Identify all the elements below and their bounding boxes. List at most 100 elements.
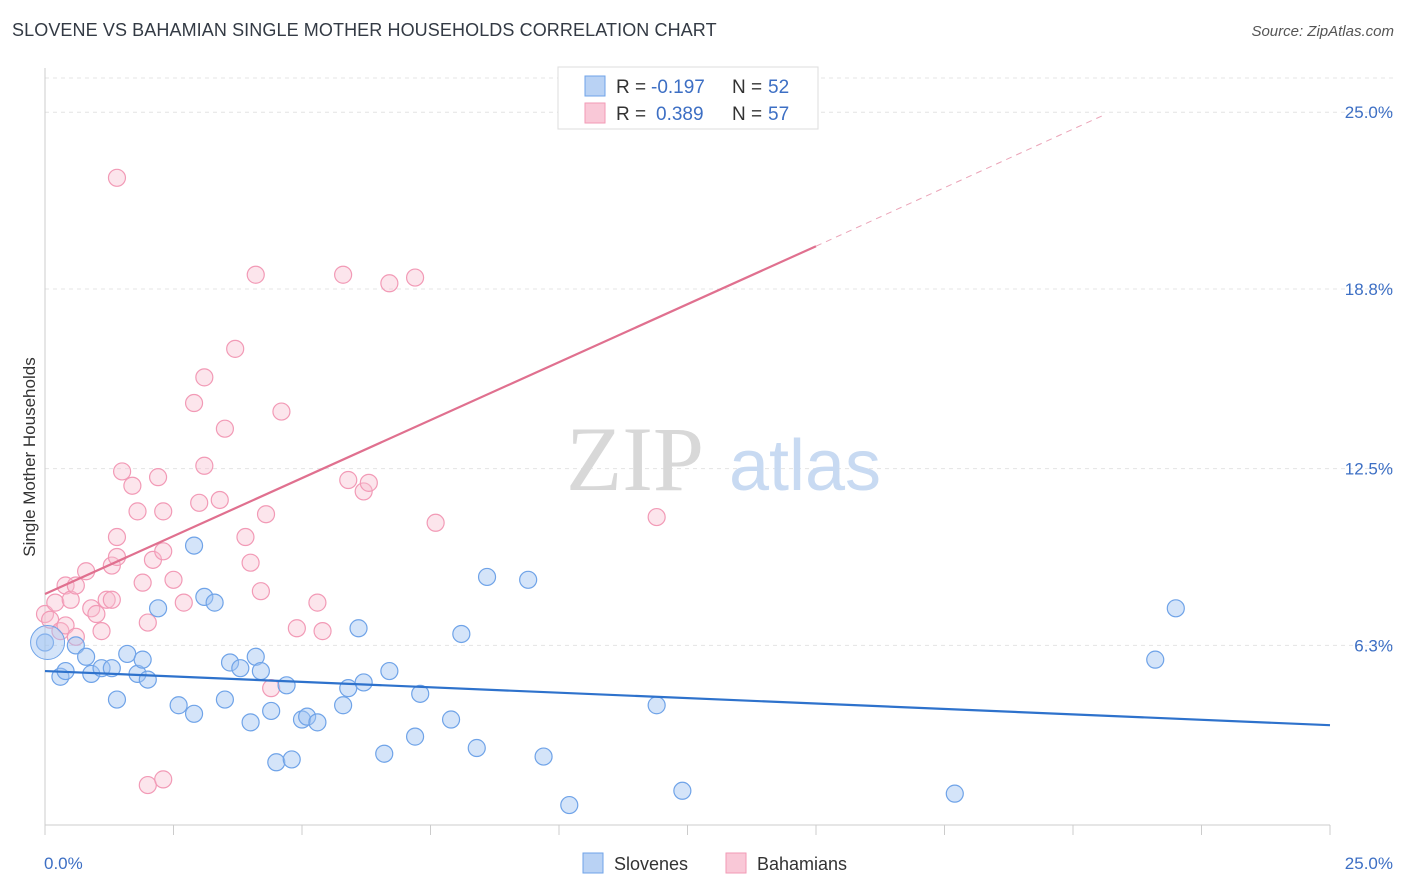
bottom-legend: Slovenes Bahamians (582, 852, 847, 874)
slovenes-point (77, 647, 96, 666)
bahamians-point (313, 622, 332, 641)
bahamians-point (359, 473, 378, 492)
bahamians-point (215, 419, 234, 438)
legend-swatch-bahamians (584, 102, 606, 124)
legend-n-value-1: 52 (768, 77, 789, 98)
bahamians-point (287, 619, 306, 638)
y-tick-label: 25.0% (1345, 103, 1393, 122)
slovenes-point (169, 696, 188, 715)
bahamians-point (405, 268, 425, 287)
legend-r-value-1: -0.197 (651, 77, 705, 98)
slovenes-points (30, 536, 1185, 815)
bahamians-point (35, 604, 55, 624)
bahamians-point (195, 368, 214, 387)
watermark: ZIP atlas (566, 408, 881, 510)
tick-labels: 6.3% 12.5% 18.8% 25.0% 0.0% 25.0% (44, 103, 1393, 873)
bahamians-point (154, 502, 173, 521)
y-tick-label: 18.8% (1345, 280, 1393, 299)
bahamians-point (190, 493, 209, 512)
slovenes-point (251, 661, 270, 681)
bahamians-point (262, 679, 281, 698)
slovenes-point (262, 701, 281, 721)
slovenes-point (534, 747, 553, 766)
y-axis-title: Single Mother Households (20, 357, 39, 556)
bahamians-point (272, 402, 291, 421)
trend-lines (44, 114, 1331, 727)
bahamians-point (133, 573, 152, 592)
bottom-legend-bahamians: Bahamians (757, 854, 847, 874)
bahamians-point (92, 622, 111, 641)
legend-box: R = -0.197 N = 52 R = 0.389 N = 57 (557, 66, 819, 130)
bahamians-points (35, 168, 666, 795)
slovenes-point (66, 636, 85, 655)
bahamians-point (154, 542, 173, 561)
slovenes-point (1146, 650, 1165, 669)
bahamians-point (380, 274, 399, 293)
slovenes-point (184, 536, 204, 555)
bahamians-point (56, 616, 75, 635)
slovenes-point (477, 567, 497, 587)
x-tick-label-min: 0.0% (44, 854, 83, 873)
bahamians-point (236, 527, 255, 547)
slovenes-point (354, 673, 373, 692)
y-tick-label: 12.5% (1345, 460, 1393, 479)
bahamians-point (184, 393, 204, 413)
bahamians-point (138, 775, 157, 795)
legend-n-label-1: N = (732, 77, 762, 98)
bottom-legend-swatch-slovenes (582, 852, 604, 874)
bahamians-point (226, 339, 245, 358)
slovenes-point (267, 753, 286, 772)
watermark-atlas: atlas (729, 426, 881, 506)
bahamians-point (354, 482, 373, 501)
bahamians-point (107, 547, 127, 567)
slovenes-point (277, 676, 296, 695)
bahamians-point (148, 468, 168, 487)
legend-r-value-2: 0.389 (656, 104, 704, 125)
bahamians-point (339, 470, 358, 490)
bahamians-point (195, 456, 214, 475)
slovenes-point (107, 690, 127, 709)
slovenes-point (138, 670, 157, 689)
bahamians-point (107, 168, 127, 187)
slovenes-point (560, 795, 579, 815)
bahamians-point (210, 490, 229, 510)
slovenes-trend-line (44, 669, 1331, 727)
slovenes-point (1166, 599, 1185, 618)
bahamians-point (241, 553, 260, 572)
x-tick-label-max: 25.0% (1345, 854, 1393, 873)
bahamians-point (46, 593, 65, 612)
bahamians-point (97, 590, 116, 609)
slovenes-point (231, 659, 250, 678)
slovenes-point (452, 624, 471, 644)
legend-n-label-2: N = (732, 104, 762, 125)
slovenes-point (298, 707, 317, 726)
legend-n-value-2: 57 (768, 104, 789, 125)
slovenes-point (339, 679, 358, 698)
slovenes-point (519, 570, 538, 589)
bahamians-point (82, 599, 101, 618)
slovenes-point (102, 659, 121, 678)
bahamians-point (154, 770, 173, 789)
bahamians-point (334, 265, 353, 284)
slovenes-point (35, 633, 55, 652)
slovenes-point (195, 587, 214, 607)
bahamians-point (102, 590, 121, 609)
slovenes-point (215, 690, 234, 709)
bahamians-point (128, 502, 147, 521)
slovenes-point (405, 727, 425, 746)
slovenes-point (411, 684, 430, 703)
bahamians-point (107, 527, 127, 547)
slovenes-point (118, 644, 137, 664)
slovenes-point (467, 738, 486, 758)
bahamians-point (87, 604, 106, 624)
bahamians-point (246, 265, 265, 284)
bahamians-point (251, 582, 270, 601)
slovenes-point (205, 593, 224, 612)
chart-title: SLOVENE VS BAHAMIAN SINGLE MOTHER HOUSEH… (12, 20, 717, 40)
axes (44, 68, 1331, 835)
slovenes-point (647, 696, 666, 715)
slovenes-point (292, 710, 312, 729)
bottom-legend-swatch-bahamians (725, 852, 747, 874)
bahamians-point (164, 570, 183, 589)
